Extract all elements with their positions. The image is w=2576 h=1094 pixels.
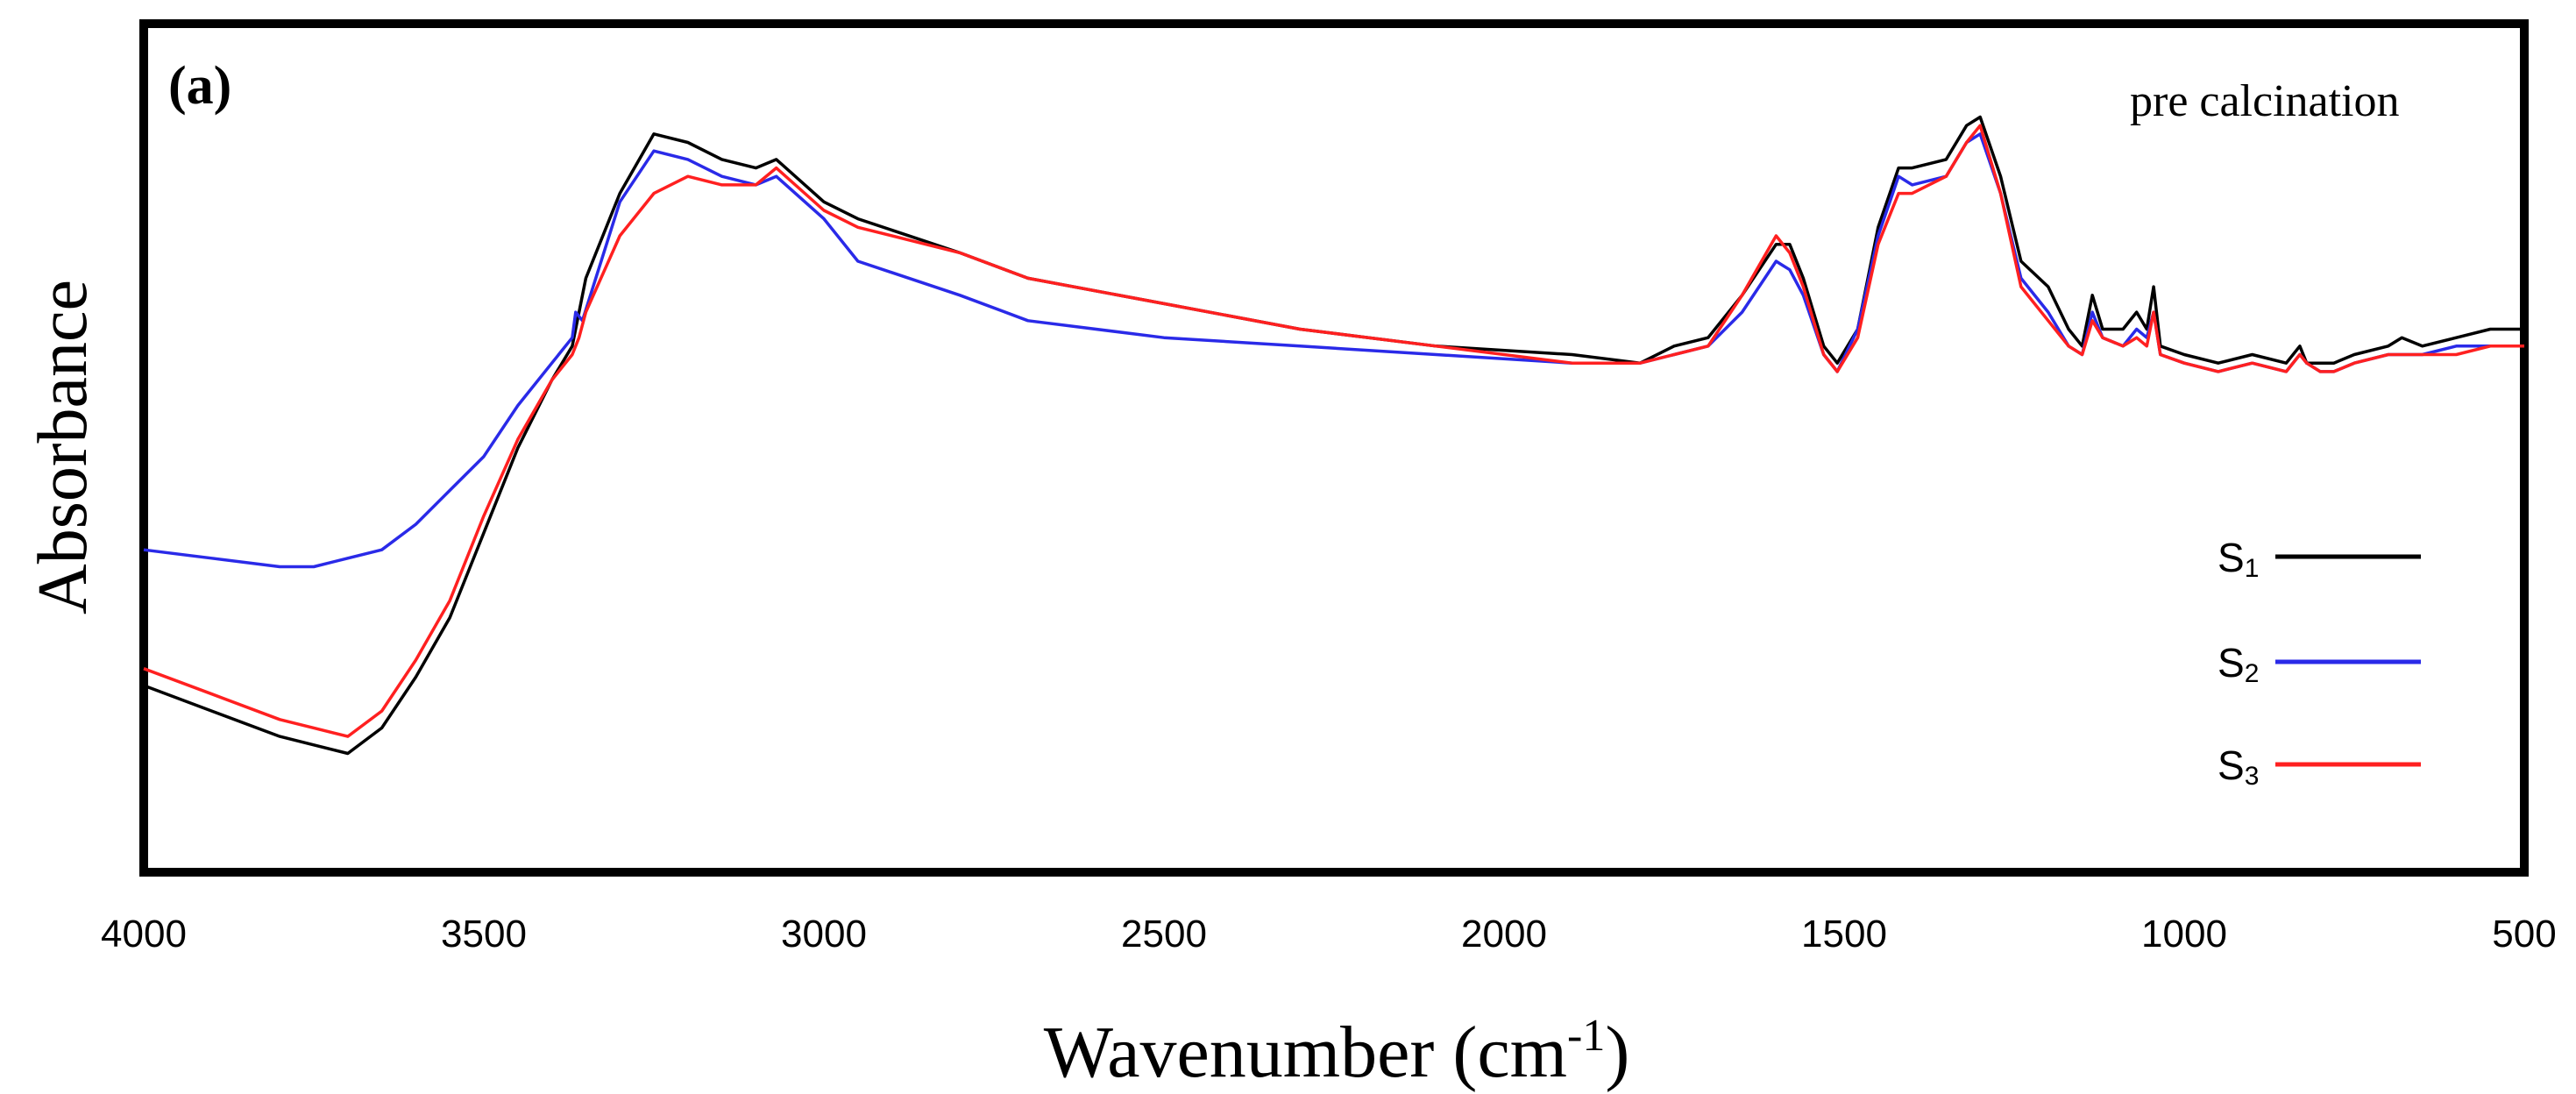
x-axis-label-main: Wavenumber (cm	[1044, 1012, 1567, 1093]
legend: S1 S2 S3	[2218, 535, 2421, 791]
x-tick-labels: 4000 3500 3000 2500 2000 1500 1000 500	[101, 913, 2557, 955]
plot-frame	[139, 19, 2529, 877]
x-axis-label: Wavenumber (cm-1)	[1044, 1011, 1630, 1093]
series-group	[143, 115, 2524, 756]
x-tick-label-1500: 1500	[1801, 913, 1887, 955]
x-tick-label-3000: 3000	[781, 913, 867, 955]
x-tick-label-2500: 2500	[1121, 913, 1207, 955]
annotation-label: pre calcination	[2130, 76, 2400, 126]
legend-label-s2: S2	[2218, 640, 2259, 688]
x-axis-label-close: )	[1605, 1012, 1629, 1093]
x-tick-label-4000: 4000	[101, 913, 187, 955]
x-tick-label-1000: 1000	[2141, 913, 2227, 955]
panel-label: (a)	[168, 56, 231, 116]
series-line-s3	[143, 124, 2524, 738]
x-tick-label-500: 500	[2492, 913, 2556, 955]
legend-label-s3: S3	[2218, 742, 2259, 791]
legend-label-s1: S1	[2218, 535, 2259, 583]
x-tick-label-2000: 2000	[1461, 913, 1547, 955]
y-axis-label: Absorbance	[25, 280, 102, 614]
x-axis-label-superscript: -1	[1567, 1011, 1605, 1061]
series-line-s1	[143, 115, 2524, 756]
x-tick-label-3500: 3500	[441, 913, 527, 955]
